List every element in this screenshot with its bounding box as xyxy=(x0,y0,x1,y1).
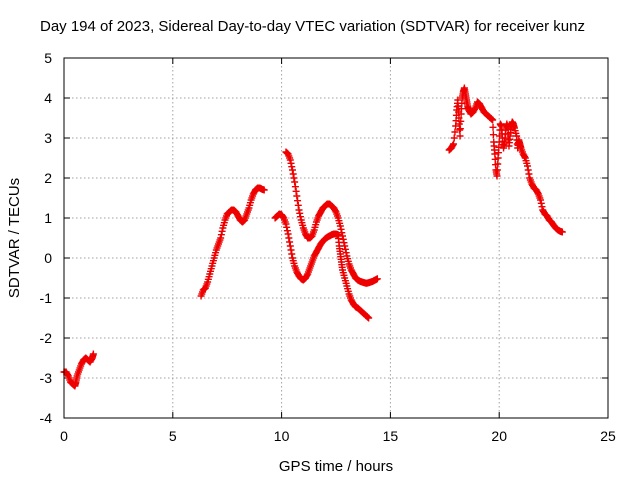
data-point-marker xyxy=(288,163,296,171)
data-point-marker xyxy=(288,166,296,174)
x-axis-label: GPS time / hours xyxy=(279,458,393,475)
data-point-marker xyxy=(538,203,546,211)
x-tick-label: 10 xyxy=(274,428,290,444)
data-point-marker xyxy=(456,126,464,134)
data-point-marker xyxy=(294,197,302,205)
y-tick-label: 1 xyxy=(44,210,52,226)
y-tick-label: -3 xyxy=(40,370,53,386)
data-point-marker xyxy=(341,245,349,253)
y-tick-label: -1 xyxy=(40,290,53,306)
data-point-marker xyxy=(341,242,349,250)
data-point-marker xyxy=(286,156,294,164)
y-tick-label: 5 xyxy=(44,50,52,66)
data-point-marker xyxy=(524,166,532,174)
data-point-marker xyxy=(471,105,479,113)
data-point-marker xyxy=(493,172,501,180)
data-point-marker xyxy=(537,199,545,207)
data-point-marker xyxy=(296,209,304,217)
data-point-marker xyxy=(217,234,225,242)
y-tick-label: 3 xyxy=(44,130,52,146)
data-point-marker xyxy=(493,166,501,174)
data-point-marker xyxy=(64,371,72,379)
data-point-marker xyxy=(365,314,373,322)
data-point-marker xyxy=(489,131,497,139)
data-point-marker xyxy=(450,134,458,142)
data-point-marker xyxy=(449,141,457,149)
y-tick-label: 0 xyxy=(44,250,52,266)
x-tick-label: 20 xyxy=(491,428,507,444)
data-point-marker xyxy=(456,132,464,140)
data-point-marker xyxy=(279,213,287,221)
data-point-marker xyxy=(286,242,294,250)
data-point-marker xyxy=(283,227,291,235)
data-point-marker xyxy=(284,230,292,238)
data-point-marker xyxy=(286,238,294,246)
data-point-marker xyxy=(489,123,497,131)
data-point-marker xyxy=(534,189,542,197)
y-tick-label: -2 xyxy=(40,330,53,346)
data-point-marker xyxy=(287,246,295,254)
data-point-marker xyxy=(456,125,464,133)
y-tick-label: -4 xyxy=(40,410,53,426)
data-point-marker xyxy=(218,227,226,235)
x-tick-label: 25 xyxy=(600,428,616,444)
data-point-marker xyxy=(89,350,97,358)
data-point-marker xyxy=(288,250,296,258)
data-point-marker xyxy=(339,235,347,243)
data-point-marker xyxy=(457,117,465,125)
y-tick-labels: -4 -3 -2 -1 0 1 2 3 4 5 xyxy=(40,50,53,426)
data-point-marker xyxy=(260,186,268,194)
data-point-marker xyxy=(303,271,311,279)
data-markers xyxy=(60,84,566,390)
data-point-marker xyxy=(331,207,339,215)
x-tick-label: 5 xyxy=(169,428,177,444)
data-point-marker xyxy=(489,116,497,124)
data-point-marker xyxy=(289,170,297,178)
data-point-marker xyxy=(292,187,300,195)
x-tick-labels: 0 5 10 15 20 25 xyxy=(60,428,616,444)
data-point-marker xyxy=(521,153,529,161)
data-point-marker xyxy=(558,228,566,236)
data-point-marker xyxy=(295,206,303,214)
data-point-marker xyxy=(342,249,350,257)
data-point-marker xyxy=(217,231,225,239)
chart-title: Day 194 of 2023, Sidereal Day-to-day VTE… xyxy=(40,18,585,35)
data-point-marker xyxy=(337,225,345,233)
y-axis-label: SDTVAR / TECUs xyxy=(6,178,23,298)
data-point-marker xyxy=(291,183,299,191)
data-point-marker xyxy=(537,196,545,204)
data-point-marker xyxy=(340,239,348,247)
plot-frame xyxy=(63,57,609,419)
data-point-marker xyxy=(523,162,531,170)
data-point-marker xyxy=(296,213,304,221)
x-tick-label: 15 xyxy=(383,428,399,444)
x-tick-label: 0 xyxy=(60,428,68,444)
data-point-marker xyxy=(291,178,299,186)
data-point-marker xyxy=(283,223,291,231)
data-point-marker xyxy=(494,160,502,168)
data-point-marker xyxy=(282,220,290,228)
data-point-marker xyxy=(294,201,302,209)
data-point-marker xyxy=(451,128,459,136)
data-point-marker xyxy=(450,140,458,148)
y-tick-label: 4 xyxy=(44,90,52,106)
data-point-marker xyxy=(339,232,347,240)
data-point-marker xyxy=(454,96,462,104)
y-tick-label: 2 xyxy=(44,170,52,186)
data-point-marker xyxy=(290,174,298,182)
data-point-marker xyxy=(525,170,533,178)
data-point-marker xyxy=(287,159,295,167)
data-point-marker xyxy=(338,229,346,237)
data-point-marker xyxy=(285,234,293,242)
data-point-marker xyxy=(336,222,344,230)
data-point-marker xyxy=(293,192,301,200)
data-point-marker xyxy=(373,275,381,283)
